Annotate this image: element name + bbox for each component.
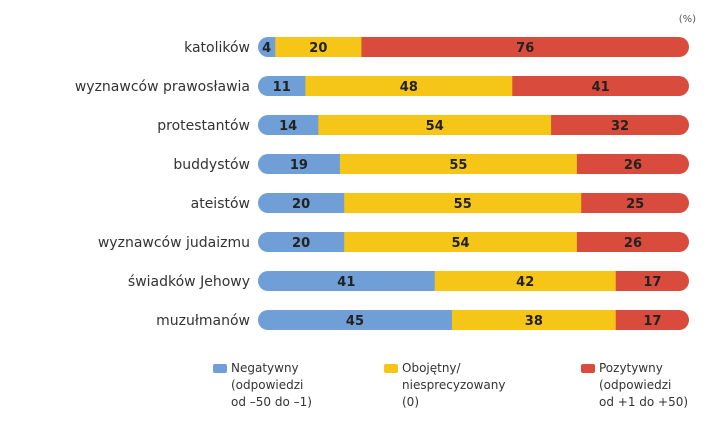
data-label-negative: 41 — [337, 275, 355, 290]
legend-swatch-positive — [581, 364, 595, 373]
bar-row: buddystów 19 55 26 — [173, 154, 689, 174]
bar-segment-neutral — [344, 232, 578, 252]
bar-segment-neutral — [434, 271, 617, 291]
legend-item-neutral: Obojętny/ niesprecyzowany (0) — [384, 360, 505, 411]
data-label-negative: 45 — [346, 314, 364, 329]
data-label-neutral: 38 — [525, 314, 543, 329]
legend-item-negative: Negatywny (odpowiedzi od –50 do –1) — [213, 360, 312, 411]
category-label: wyznawców prawosławia — [75, 79, 250, 95]
bar-segment-positive — [615, 271, 689, 291]
bar-row: muzułmanów 45 38 17 — [156, 310, 689, 330]
data-label-neutral: 42 — [516, 275, 534, 290]
bar-segment-negative — [258, 115, 319, 135]
data-label-positive: 32 — [611, 119, 629, 134]
data-label-positive: 41 — [592, 80, 610, 95]
bar-segment-negative — [258, 37, 276, 57]
bar-segment-neutral — [339, 154, 578, 174]
data-label-positive: 17 — [643, 275, 661, 290]
data-label-neutral: 48 — [400, 80, 418, 95]
bar-row: wyznawców judaizmu 20 54 26 — [98, 232, 689, 252]
bar-segment-positive — [615, 310, 689, 330]
bar-segment-positive — [581, 193, 689, 213]
bar-segment-positive — [576, 154, 689, 174]
bar-row: protestantów 14 54 32 — [157, 115, 689, 135]
legend-swatch-negative — [213, 364, 227, 373]
bar-segment-negative — [258, 232, 345, 252]
legend-label-positive: Pozytywny (odpowiedzi od +1 do +50) — [599, 361, 689, 409]
data-label-neutral: 55 — [449, 158, 467, 173]
data-label-negative: 19 — [290, 158, 308, 173]
stacked-bar-chart: (%) katolików 4 20 76 wyznawców prawosławia 1… — [75, 14, 696, 330]
data-label-neutral: 20 — [309, 41, 327, 56]
category-label: wyznawców judaizmu — [98, 235, 250, 251]
bar-segment-negative — [258, 76, 306, 96]
data-label-negative: 11 — [273, 80, 291, 95]
bar-segment-neutral — [275, 37, 362, 57]
bar-segment-neutral — [305, 76, 513, 96]
bar-segment-neutral — [451, 310, 617, 330]
legend-label-negative: Negatywny (odpowiedzi od –50 do –1) — [231, 361, 312, 409]
data-label-neutral: 55 — [454, 197, 472, 212]
bar-segment-positive — [576, 232, 689, 252]
data-label-positive: 76 — [516, 41, 534, 56]
category-label: świadków Jehowy — [128, 274, 250, 290]
bar-segment-negative — [258, 271, 436, 291]
category-label: ateistów — [191, 196, 250, 212]
data-label-neutral: 54 — [452, 236, 470, 251]
bar-row: katolików 4 20 76 — [184, 37, 689, 57]
bar-segment-negative — [258, 154, 341, 174]
bar-segment-neutral — [318, 115, 552, 135]
bar-segment-neutral — [344, 193, 582, 213]
bar-segment-positive — [361, 37, 689, 57]
bar-row: wyznawców prawosławia 11 48 41 — [75, 76, 689, 96]
data-label-positive: 26 — [624, 158, 642, 173]
category-label: muzułmanów — [156, 313, 250, 329]
category-label: katolików — [184, 40, 250, 56]
data-label-negative: 20 — [292, 236, 310, 251]
legend-swatch-neutral — [384, 364, 398, 373]
category-label: protestantów — [157, 118, 250, 134]
data-label-negative: 4 — [262, 41, 271, 56]
bar-segment-negative — [258, 310, 453, 330]
bar-segment-positive — [512, 76, 689, 96]
bar-row: ateistów 20 55 25 — [191, 193, 689, 213]
bar-row: świadków Jehowy 41 42 17 — [128, 271, 689, 291]
data-label-positive: 17 — [643, 314, 661, 329]
data-label-negative: 14 — [279, 119, 297, 134]
bar-segment-negative — [258, 193, 345, 213]
bar-segment-positive — [551, 115, 689, 135]
data-label-positive: 25 — [626, 197, 644, 212]
data-label-neutral: 54 — [426, 119, 444, 134]
data-label-positive: 26 — [624, 236, 642, 251]
legend: Negatywny (odpowiedzi od –50 do –1) Oboj… — [0, 360, 709, 420]
category-label: buddystów — [173, 157, 250, 173]
legend-item-positive: Pozytywny (odpowiedzi od +1 do +50) — [581, 360, 688, 411]
unit-label: (%) — [679, 14, 696, 25]
legend-label-neutral: Obojętny/ niesprecyzowany (0) — [402, 361, 506, 409]
data-label-negative: 20 — [292, 197, 310, 212]
